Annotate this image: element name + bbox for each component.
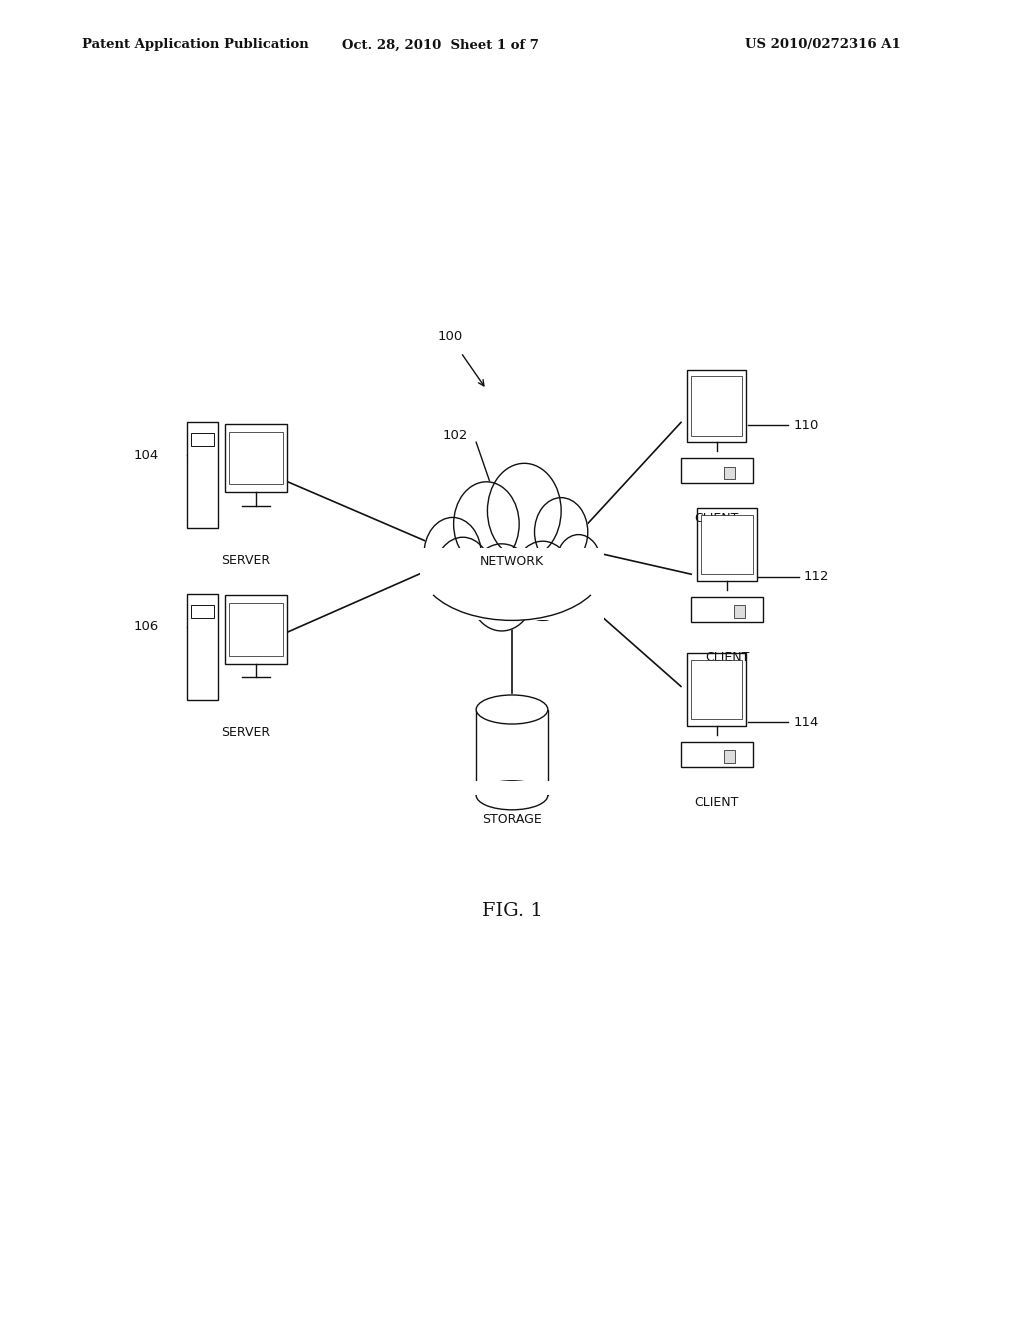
Bar — [191, 433, 214, 446]
Text: NETWORK: NETWORK — [480, 554, 544, 568]
Text: 102: 102 — [443, 429, 468, 442]
Bar — [687, 653, 746, 726]
Text: Oct. 28, 2010  Sheet 1 of 7: Oct. 28, 2010 Sheet 1 of 7 — [342, 38, 539, 51]
Bar — [191, 605, 214, 618]
Ellipse shape — [476, 781, 548, 810]
Bar — [225, 595, 287, 664]
Text: 100: 100 — [438, 330, 463, 343]
Bar — [187, 594, 218, 700]
Bar — [734, 605, 744, 618]
Text: 106: 106 — [133, 620, 159, 634]
Text: 114: 114 — [794, 715, 819, 729]
Text: CLIENT: CLIENT — [694, 512, 739, 525]
Text: 104: 104 — [133, 449, 159, 462]
Text: Patent Application Publication: Patent Application Publication — [82, 38, 308, 51]
Text: STORAGE: STORAGE — [482, 813, 542, 826]
Circle shape — [556, 535, 601, 593]
Bar — [691, 376, 742, 436]
Bar — [229, 603, 283, 656]
Text: US 2010/0272316 A1: US 2010/0272316 A1 — [745, 38, 901, 51]
Ellipse shape — [476, 694, 548, 723]
Bar — [691, 597, 763, 622]
Circle shape — [535, 498, 588, 566]
Bar — [474, 781, 550, 795]
Text: 110: 110 — [794, 418, 819, 432]
Circle shape — [468, 544, 536, 631]
Bar — [691, 660, 742, 719]
Bar — [724, 750, 734, 763]
Bar — [229, 432, 283, 484]
Bar — [420, 548, 604, 620]
Text: CLIENT: CLIENT — [694, 796, 739, 809]
Bar — [681, 742, 753, 767]
Bar — [701, 515, 753, 574]
Circle shape — [454, 482, 519, 566]
Circle shape — [424, 517, 481, 591]
Circle shape — [434, 537, 492, 611]
Circle shape — [487, 463, 561, 558]
Text: 112: 112 — [804, 570, 829, 583]
Bar — [187, 422, 218, 528]
Text: SERVER: SERVER — [221, 726, 270, 739]
Circle shape — [512, 541, 573, 620]
Bar — [724, 467, 734, 479]
Bar — [476, 710, 548, 795]
Text: SERVER: SERVER — [221, 554, 270, 568]
Bar — [681, 458, 753, 483]
Text: FIG. 1: FIG. 1 — [481, 902, 543, 920]
Bar — [697, 508, 757, 581]
Text: CLIENT: CLIENT — [705, 651, 750, 664]
Bar — [225, 424, 287, 492]
Bar — [687, 370, 746, 442]
